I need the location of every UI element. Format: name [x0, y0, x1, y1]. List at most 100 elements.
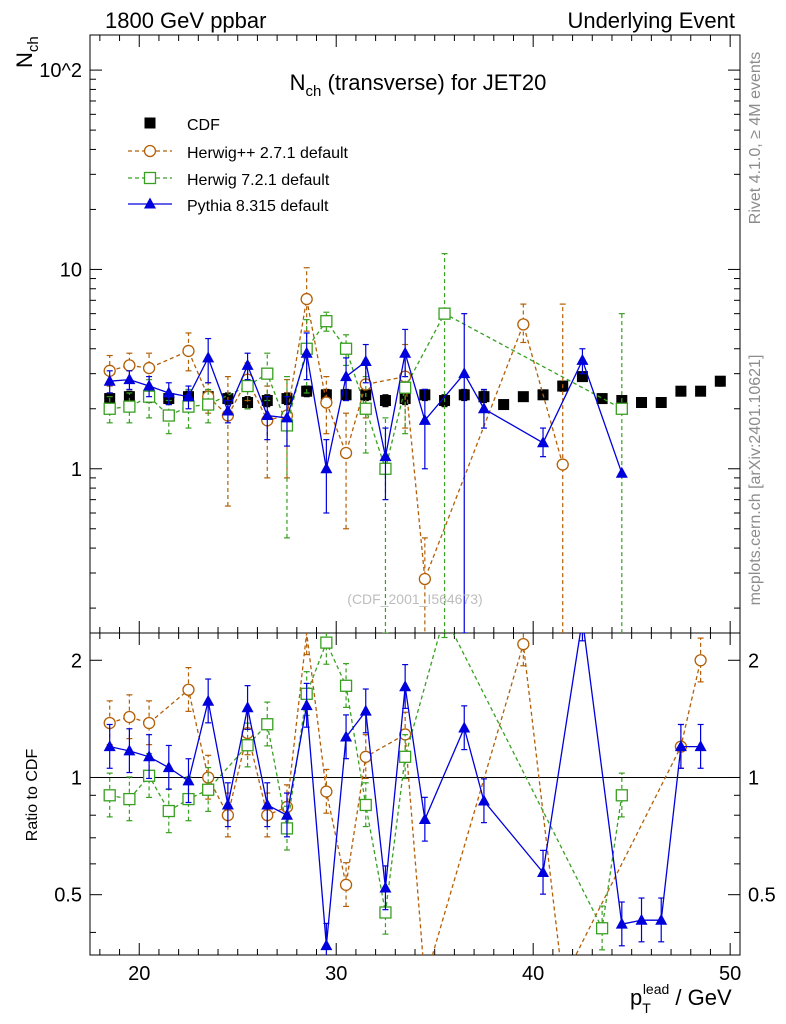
legend-marker — [144, 197, 156, 209]
pythia-ratio-point — [635, 913, 648, 925]
y-tick-label: 1 — [71, 459, 82, 481]
cdf-point — [576, 371, 588, 383]
pythia-ratio-point — [261, 798, 274, 810]
pythia-ratio-point — [694, 740, 707, 752]
herwig7-ratio-point — [359, 798, 372, 812]
herwigpp-ratio-point — [142, 716, 156, 730]
x-tick-label: 20 — [128, 963, 150, 985]
pythia-ratio-point — [300, 699, 313, 711]
herwig7-ratio-point — [241, 739, 254, 752]
ratio-tick-label: 2 — [748, 650, 759, 672]
herwig7-ratio-point — [123, 792, 136, 806]
herwigpp-point — [123, 359, 136, 372]
cdf-point — [675, 385, 687, 397]
ratio-tick-label: 2 — [71, 650, 82, 672]
pythia-point — [379, 450, 392, 462]
pythia-ratio-point — [143, 750, 156, 762]
mcplots-label: mcplots.cern.ch [arXiv:2401.10621] — [747, 355, 764, 606]
pythia-point — [261, 409, 274, 421]
herwig7-ratio-point — [320, 636, 333, 649]
cdf-point — [636, 397, 648, 409]
pythia-point — [576, 353, 589, 365]
herwig7-point — [339, 342, 353, 355]
ratio-tick-label: 0.5 — [54, 885, 82, 907]
cdf-point — [123, 391, 135, 403]
x-tick-label: 50 — [719, 963, 741, 985]
herwigpp-point — [142, 361, 156, 375]
herwigpp-ratio-point — [359, 750, 372, 763]
herwig7-ratio-point — [339, 679, 353, 692]
legend-marker — [144, 117, 156, 129]
chart-title: Nch (transverse) for JET20 — [290, 70, 547, 100]
pythia-point — [477, 402, 490, 414]
legend-entry-pythia: Pythia 8.315 default — [128, 197, 329, 215]
ratio-tick-label: 1 — [748, 767, 759, 789]
legend-label: CDF — [187, 117, 220, 134]
main-panel-marks — [103, 253, 726, 633]
cdf-point — [379, 395, 391, 407]
x-axis-label: pTlead / GeV — [630, 981, 732, 1016]
legend-entry-cdf: CDF — [144, 117, 220, 134]
herwigpp-ratio-point — [517, 638, 530, 651]
pythia-ratio-point — [477, 794, 490, 806]
herwigpp-point — [517, 318, 530, 331]
legend-label: Herwig++ 2.7.1 default — [187, 145, 349, 162]
watermark: (CDF_2001_I564673) — [347, 591, 482, 607]
pythia-point — [418, 413, 431, 425]
cdf-point — [655, 397, 667, 409]
cdf-point — [498, 399, 510, 411]
pythia-point — [537, 436, 550, 448]
herwig7-point — [320, 315, 333, 328]
herwigpp-point — [182, 344, 195, 358]
pythia-ratio-point — [221, 798, 234, 810]
herwig7-point — [123, 400, 136, 413]
pythia-ratio-point — [458, 721, 471, 733]
pythia-ratio-point — [202, 694, 215, 706]
pythia-point — [359, 355, 372, 367]
herwig7-point — [261, 367, 274, 380]
pythia-point — [300, 346, 313, 358]
axis-ticks: 20 30 40 50 1 10 10^2 0.5 0.5 1 1 2 2 — [39, 35, 776, 985]
pythia-ratio-point — [615, 917, 628, 929]
legend-label: Pythia 8.315 default — [187, 198, 329, 215]
herwig7-point — [103, 402, 116, 415]
herwig7-point — [438, 307, 451, 320]
pythia-point — [202, 351, 215, 363]
pythia-point — [458, 367, 471, 379]
pythia-ratio-point — [379, 881, 392, 893]
herwig7-ratio-point — [399, 750, 412, 763]
herwig7-ratio-point — [261, 718, 274, 731]
pythia-point — [320, 462, 333, 474]
herwigpp-ratio-point — [694, 654, 707, 667]
herwig7-ratio-point — [162, 804, 175, 818]
cdf-point — [517, 391, 529, 403]
herwig7-ratio-line — [109, 633, 623, 931]
herwig7-point — [615, 402, 628, 415]
pythia-point — [241, 358, 254, 370]
herwig7-point — [162, 409, 175, 422]
pythia-ratio-point — [418, 812, 431, 824]
herwig7-ratio-point — [615, 789, 628, 802]
legend: CDF Herwig++ 2.7.1 default Herwig 7.2.1 de… — [128, 117, 349, 215]
pythia-point — [340, 370, 353, 382]
cdf-point — [695, 385, 707, 397]
pythia-ratio-point — [241, 701, 254, 713]
legend-marker — [143, 144, 157, 158]
pythia-ratio-line — [109, 633, 701, 946]
herwig7-ratio-point — [103, 789, 116, 802]
pythia-point — [280, 411, 293, 423]
y-tick-label: 10 — [60, 259, 82, 281]
pythia-ratio-point — [182, 774, 195, 786]
herwig7-point — [202, 398, 215, 411]
pythia-ratio-point — [537, 866, 550, 878]
pythia-ratio-point — [655, 913, 668, 925]
x-tick-label: 40 — [522, 963, 544, 985]
pythia-point — [615, 466, 628, 478]
legend-entry-herwig7: Herwig 7.2.1 default — [128, 171, 330, 189]
cdf-point — [714, 375, 726, 387]
data-marks — [103, 253, 726, 955]
pythia-point — [162, 386, 175, 398]
herwigpp-point — [320, 396, 333, 409]
pythia-ratio-point — [280, 808, 293, 820]
